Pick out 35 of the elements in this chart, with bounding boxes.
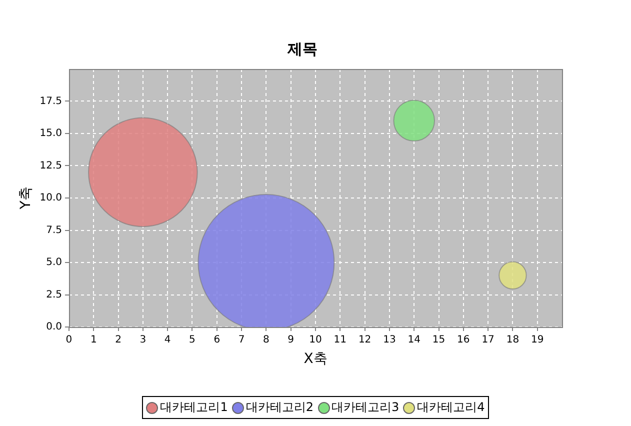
legend-label: 대카테고리4 xyxy=(417,399,485,416)
x-tick-label: 17 xyxy=(482,334,494,346)
y-tick-label: 2.5 xyxy=(46,289,62,300)
x-tick-label: 8 xyxy=(263,334,270,346)
x-tick-label: 3 xyxy=(140,334,146,346)
x-axis-title: X축 xyxy=(304,351,328,368)
x-tick-label: 7 xyxy=(238,334,245,346)
y-tick-label: 15.0 xyxy=(40,128,62,140)
x-tick-label: 0 xyxy=(66,334,72,346)
y-tick-label: 10.0 xyxy=(40,192,62,204)
x-tick-label: 12 xyxy=(358,334,372,346)
x-tick-label: 19 xyxy=(530,334,544,346)
x-tick-label: 1 xyxy=(90,334,97,346)
x-tick-label: 5 xyxy=(189,334,196,346)
x-tick-label: 9 xyxy=(288,334,294,346)
y-tick-label: 0.0 xyxy=(46,322,62,333)
y-axis-title: Y축 xyxy=(18,186,34,210)
y-tick-label: 7.5 xyxy=(46,224,62,236)
x-tick-label: 18 xyxy=(506,334,520,346)
chart-title: 제목 xyxy=(286,40,318,58)
x-tick-label: 13 xyxy=(383,334,396,346)
x-tick-label: 14 xyxy=(408,334,420,346)
y-tick-label: 5.0 xyxy=(46,257,62,268)
y-tick-label: 17.5 xyxy=(40,96,62,107)
x-tick-label: 2 xyxy=(115,334,122,346)
legend-label: 대카테고리2 xyxy=(246,399,314,416)
legend-label: 대카테고리1 xyxy=(160,399,228,416)
y-tick-label: 12.5 xyxy=(40,160,62,172)
x-tick-label: 16 xyxy=(457,334,470,346)
x-tick-label: 6 xyxy=(214,334,220,346)
x-tick-label: 4 xyxy=(164,334,171,346)
x-tick-label: 15 xyxy=(432,334,446,346)
x-tick-label: 11 xyxy=(334,334,347,346)
x-tick-label: 10 xyxy=(309,334,322,346)
legend-label: 대카테고리3 xyxy=(332,399,400,416)
